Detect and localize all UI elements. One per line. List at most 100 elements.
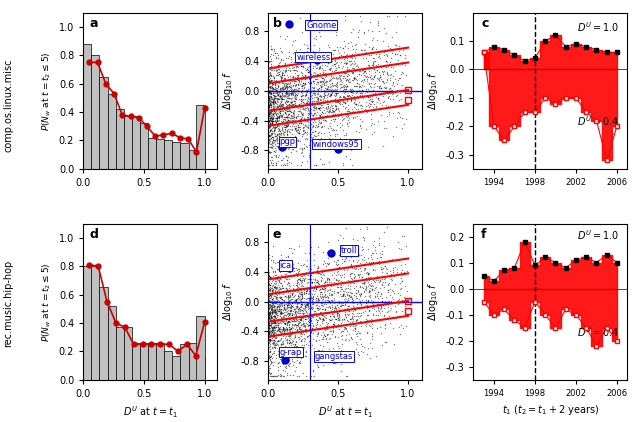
Point xyxy=(266,320,276,327)
Point xyxy=(281,139,291,146)
Point xyxy=(264,331,274,338)
Point xyxy=(382,301,392,308)
Point xyxy=(310,127,321,134)
Point xyxy=(307,291,317,298)
Point xyxy=(266,132,276,138)
Point xyxy=(313,296,323,303)
Point xyxy=(364,307,374,314)
Point xyxy=(391,124,401,130)
Point xyxy=(316,285,326,292)
Point xyxy=(324,132,335,138)
Point xyxy=(320,285,330,292)
Point xyxy=(265,136,275,143)
Point xyxy=(372,300,382,307)
Point xyxy=(335,59,346,66)
Point xyxy=(276,328,286,335)
Point xyxy=(305,66,316,73)
Point xyxy=(312,299,322,306)
Point xyxy=(271,324,281,330)
Point xyxy=(375,250,385,257)
Point xyxy=(273,136,283,143)
Point xyxy=(282,292,292,299)
Point xyxy=(295,296,305,303)
Point xyxy=(298,286,308,293)
Point xyxy=(381,270,392,276)
Point xyxy=(397,296,407,303)
Point xyxy=(378,98,388,105)
Point xyxy=(309,116,319,123)
Point xyxy=(311,55,321,62)
Bar xyxy=(116,327,124,380)
Point xyxy=(326,323,337,330)
Point xyxy=(273,62,283,68)
Point xyxy=(287,78,297,84)
Point xyxy=(360,40,370,47)
Point xyxy=(265,71,275,78)
Point xyxy=(266,102,276,109)
Point xyxy=(264,349,275,356)
Point xyxy=(292,64,303,71)
Point xyxy=(294,284,305,291)
Point xyxy=(291,322,301,329)
Point xyxy=(303,97,314,104)
Point xyxy=(273,364,284,371)
Point xyxy=(281,114,291,120)
Point xyxy=(274,338,284,344)
Point xyxy=(285,80,295,87)
Point xyxy=(338,159,348,166)
Point xyxy=(326,307,336,314)
Point xyxy=(276,301,287,308)
Point xyxy=(282,276,292,283)
Point xyxy=(264,132,274,138)
Point xyxy=(339,325,349,332)
Point xyxy=(287,356,297,362)
Point xyxy=(279,122,289,129)
Point xyxy=(306,316,316,323)
Point xyxy=(273,114,283,120)
Point xyxy=(278,264,289,271)
Point xyxy=(313,295,323,301)
Point xyxy=(274,102,284,109)
Point xyxy=(369,237,379,244)
Point xyxy=(312,78,323,85)
Point xyxy=(341,103,351,110)
Point xyxy=(375,309,385,316)
Point xyxy=(329,307,339,314)
Point xyxy=(350,67,360,73)
Point xyxy=(296,95,307,102)
Point xyxy=(330,102,340,108)
Point xyxy=(284,333,294,339)
Point xyxy=(325,281,335,288)
Point xyxy=(266,116,276,123)
Point xyxy=(382,112,392,119)
Point xyxy=(327,288,337,295)
Point xyxy=(277,106,287,113)
Point xyxy=(340,337,350,344)
Point xyxy=(266,370,276,377)
Point xyxy=(331,89,341,96)
Point xyxy=(310,112,321,119)
Point xyxy=(291,332,301,339)
Point xyxy=(346,61,356,68)
Point xyxy=(264,135,274,142)
Point xyxy=(264,310,275,317)
Bar xyxy=(189,343,196,380)
Point xyxy=(308,122,319,129)
Point xyxy=(274,291,284,298)
Point xyxy=(291,81,301,87)
Point xyxy=(272,304,282,311)
Point xyxy=(307,106,317,112)
Point xyxy=(309,102,319,108)
Point xyxy=(275,128,285,135)
Point xyxy=(308,366,318,373)
Point xyxy=(362,77,372,84)
Point xyxy=(397,267,407,273)
Point xyxy=(321,71,331,78)
Point xyxy=(330,131,340,138)
Point xyxy=(343,112,353,119)
Point xyxy=(323,104,333,111)
Point xyxy=(321,330,332,337)
Point xyxy=(316,92,326,99)
Point xyxy=(347,65,357,72)
Point xyxy=(265,150,275,157)
